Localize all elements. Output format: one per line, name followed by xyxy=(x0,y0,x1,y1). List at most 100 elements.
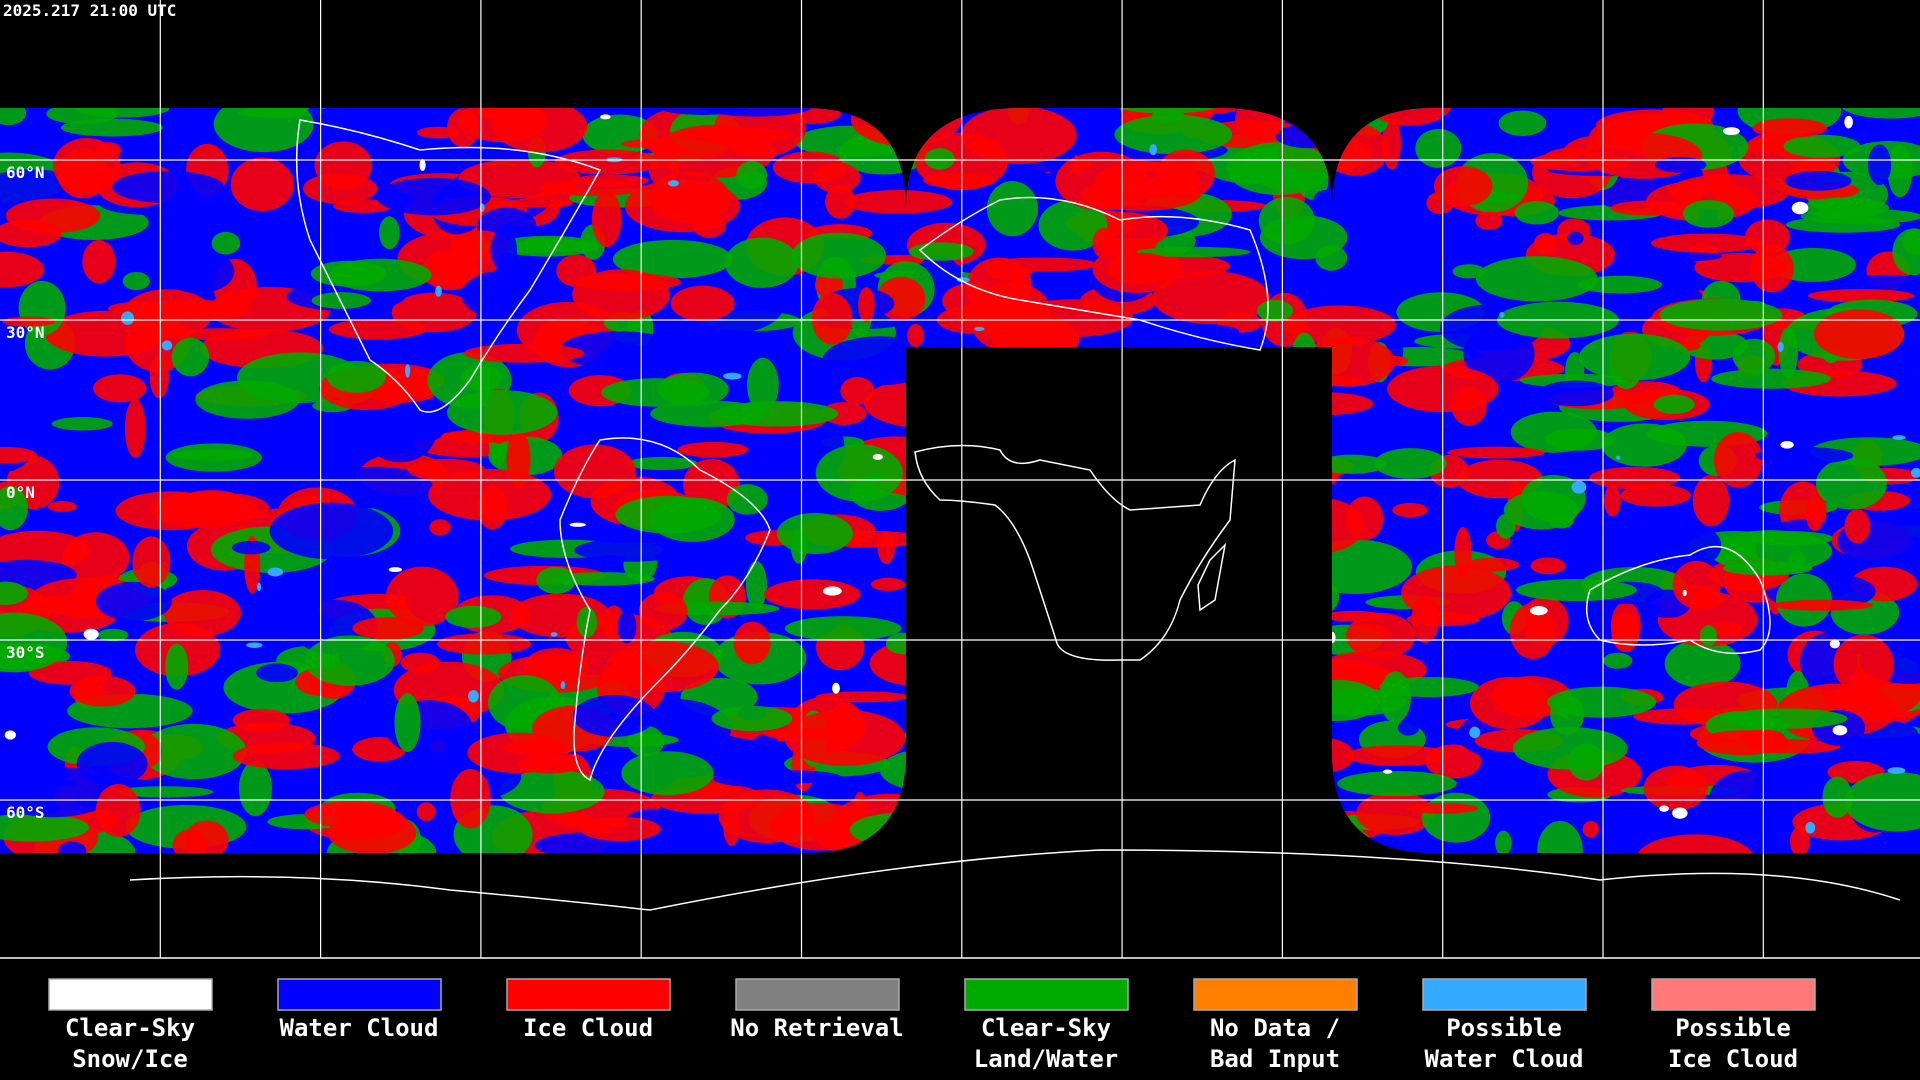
cloud-patch xyxy=(165,643,189,690)
legend-swatch xyxy=(735,978,900,1011)
legend-label: Land/Water xyxy=(974,1045,1119,1073)
cloud-speck xyxy=(1571,480,1587,494)
antarctica-coast xyxy=(129,849,1901,911)
cloud-patch xyxy=(1514,200,1559,225)
cloud-patch xyxy=(1337,770,1457,797)
cloud-patch xyxy=(132,536,171,588)
cloud-patch xyxy=(745,561,767,610)
cloud-speck xyxy=(267,567,284,577)
cloud-patch xyxy=(422,249,478,291)
cloud-patch xyxy=(1578,333,1691,381)
cloud-patch xyxy=(115,786,214,798)
cloud-patch xyxy=(238,761,273,817)
cloud-patch xyxy=(825,184,856,219)
legend-swatch xyxy=(964,978,1129,1011)
legend-label: Snow/Ice xyxy=(72,1045,188,1073)
cloud-patch xyxy=(211,231,241,255)
cloud-patch xyxy=(447,108,480,148)
cloud-patch xyxy=(230,157,294,212)
graticule xyxy=(0,0,1920,958)
cloud-patch xyxy=(746,357,779,413)
north-america-coast xyxy=(295,119,602,413)
cloud-patch xyxy=(1313,190,1338,210)
cloud-patch xyxy=(764,579,861,610)
cloud-patch xyxy=(1315,245,1348,271)
cloud-patch xyxy=(256,663,299,683)
cloud-speck xyxy=(550,632,558,637)
cloud-patch xyxy=(571,174,649,187)
cloud-patch xyxy=(1567,231,1584,245)
cloud-patch xyxy=(736,160,768,190)
cloud-patch xyxy=(617,609,637,644)
cloud-patch xyxy=(232,708,291,732)
legend: Clear-Sky Snow/Ice Water Cloud Ice Cloud No … xyxy=(48,978,1816,1073)
cloud-patch xyxy=(715,401,839,427)
cloud-patch xyxy=(718,789,815,843)
cloud-patch xyxy=(352,617,424,640)
cloud-speck xyxy=(1659,805,1669,812)
cloud-patch xyxy=(1783,134,1861,158)
legend-swatch xyxy=(1422,978,1587,1011)
cloud-patch xyxy=(506,430,531,489)
cloud-patch xyxy=(1344,745,1451,766)
cloud-patch xyxy=(437,633,532,655)
cloud-patch xyxy=(1530,557,1566,575)
legend-swatch xyxy=(1193,978,1358,1011)
cloud-patch xyxy=(1498,110,1547,137)
cloud-patch xyxy=(47,501,77,512)
cloud-patch xyxy=(1582,820,1599,838)
cloud-patch xyxy=(304,801,398,828)
cloud-speck xyxy=(1469,726,1481,739)
cloud-patch xyxy=(311,292,371,309)
cloud-patch xyxy=(1388,223,1438,239)
cloud-patch xyxy=(966,257,1032,315)
cloud-patch xyxy=(2,316,56,327)
latitude-label: 30°N xyxy=(6,323,45,342)
cloud-patch xyxy=(1672,560,1721,609)
cloud-patch xyxy=(93,374,147,403)
cloud-patch xyxy=(1356,791,1434,836)
cloud-patch xyxy=(62,532,130,583)
cloud-patch xyxy=(572,694,656,737)
cloud-patch xyxy=(1784,170,1852,191)
cloud-patch xyxy=(0,581,28,606)
cloud-patch xyxy=(1092,227,1116,259)
cloud-patch xyxy=(924,148,955,170)
cloud-patch xyxy=(162,249,235,294)
cloud-patch xyxy=(1463,324,1535,384)
cloud-patch xyxy=(1613,250,1723,263)
cloud-speck xyxy=(1616,455,1621,460)
cloud-speck xyxy=(956,277,970,283)
cloud-patch xyxy=(635,824,710,853)
cloud-patch xyxy=(69,675,136,707)
cloud-speck xyxy=(974,326,985,331)
cloud-patch xyxy=(1713,431,1763,488)
cloud-patch xyxy=(0,446,37,464)
cloud-patch xyxy=(1509,603,1556,660)
cloud-patch xyxy=(1405,803,1479,814)
cloud-patch xyxy=(1844,771,1920,832)
cloud-patch xyxy=(490,228,518,271)
cloud-patch xyxy=(556,254,597,288)
cloud-patch xyxy=(579,816,661,842)
cloud-patch xyxy=(1433,166,1493,207)
cloud-patch xyxy=(82,239,116,284)
cloud-patch xyxy=(784,108,841,124)
cloud-patch xyxy=(1283,305,1396,345)
cloud-patch xyxy=(1256,299,1293,322)
europe-coast xyxy=(918,196,1269,351)
cloud-speck xyxy=(600,114,611,120)
cloud-patch xyxy=(213,108,314,153)
cloud-patch xyxy=(1620,484,1691,507)
cloud-patch xyxy=(446,390,558,435)
cloud-patch xyxy=(46,108,119,125)
cloud-patch xyxy=(463,343,585,363)
cloud-speck xyxy=(419,158,426,172)
cloud-patch xyxy=(1709,530,1833,573)
cloud-patch xyxy=(57,148,109,199)
cloud-speck xyxy=(1672,807,1688,819)
cloud-patch xyxy=(1732,338,1776,374)
cloud-patch xyxy=(1136,246,1251,258)
cloud-patch xyxy=(0,612,68,673)
cloud-speck xyxy=(1844,115,1853,129)
